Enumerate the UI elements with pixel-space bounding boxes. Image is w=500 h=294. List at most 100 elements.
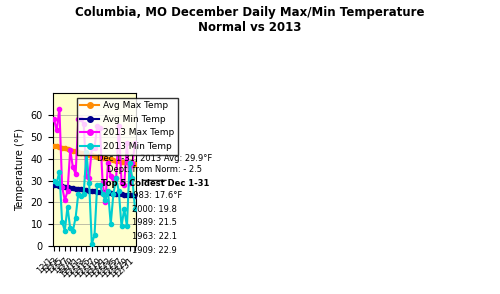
Avg Max Temp [105, 157, 111, 161]
2013 Max Temp [102, 201, 108, 204]
Avg Min Temp [51, 183, 57, 187]
Avg Min Temp [118, 193, 124, 196]
Avg Max Temp [130, 161, 136, 165]
Avg Max Temp [54, 145, 60, 148]
2013 Max Temp [80, 122, 86, 126]
Line: 2013 Min Temp: 2013 Min Temp [52, 150, 137, 246]
Text: Top 5 Coldest Dec 1-31: Top 5 Coldest Dec 1-31 [100, 179, 209, 188]
2013 Min Temp [126, 161, 132, 165]
Avg Max Temp [51, 144, 57, 147]
2013 Min Temp [116, 190, 122, 193]
Text: 1989: 21.5: 1989: 21.5 [132, 218, 177, 228]
Avg Min Temp [100, 191, 105, 194]
2013 Min Temp [76, 192, 82, 196]
Avg Min Temp [102, 191, 108, 194]
2013 Max Temp [118, 181, 124, 184]
Avg Max Temp [67, 148, 73, 152]
Avg Min Temp [97, 190, 103, 194]
2013 Max Temp [78, 118, 84, 121]
Avg Min Temp [84, 188, 89, 192]
Avg Min Temp [89, 189, 95, 193]
2013 Max Temp [51, 118, 57, 121]
2013 Min Temp [80, 192, 86, 196]
Avg Min Temp [121, 193, 127, 196]
Avg Max Temp [124, 161, 130, 164]
2013 Max Temp [132, 142, 138, 145]
2013 Max Temp [54, 128, 60, 132]
Avg Min Temp [78, 188, 84, 191]
Avg Min Temp [59, 185, 65, 188]
2013 Min Temp [108, 222, 114, 226]
Avg Max Temp [100, 156, 105, 160]
Avg Max Temp [84, 152, 89, 156]
2013 Max Temp [64, 190, 70, 193]
Text: Dec 1-31, 2013 Avg: 29.9°F
Dept. from Norm: - 2.5: Dec 1-31, 2013 Avg: 29.9°F Dept. from No… [97, 154, 212, 174]
2013 Max Temp [105, 161, 111, 165]
Avg Min Temp [130, 193, 136, 197]
2013 Max Temp [84, 174, 89, 178]
2013 Max Temp [59, 185, 65, 189]
2013 Min Temp [62, 229, 68, 233]
Avg Max Temp [62, 147, 68, 150]
Avg Max Temp [92, 154, 98, 158]
2013 Min Temp [118, 225, 124, 228]
Avg Max Temp [72, 150, 78, 153]
2013 Min Temp [64, 205, 70, 208]
Text: 1963: 22.1: 1963: 22.1 [132, 232, 178, 241]
Text: 1909: 22.9: 1909: 22.9 [132, 246, 177, 255]
Avg Max Temp [80, 152, 86, 155]
Avg Max Temp [94, 155, 100, 158]
2013 Min Temp [54, 181, 60, 184]
Avg Max Temp [76, 150, 82, 154]
Avg Min Temp [54, 184, 60, 187]
Text: 1983: 17.6°F: 1983: 17.6°F [128, 191, 182, 200]
2013 Min Temp [92, 233, 98, 237]
2013 Min Temp [124, 225, 130, 228]
Avg Min Temp [124, 193, 130, 197]
Avg Min Temp [80, 188, 86, 192]
2013 Min Temp [72, 216, 78, 219]
2013 Max Temp [108, 174, 114, 178]
Avg Max Temp [132, 162, 138, 166]
2013 Min Temp [110, 192, 116, 196]
2013 Max Temp [130, 161, 136, 165]
2013 Max Temp [97, 126, 103, 130]
2013 Max Temp [70, 166, 76, 169]
2013 Max Temp [124, 142, 130, 145]
Avg Max Temp [56, 146, 62, 149]
2013 Max Temp [121, 183, 127, 187]
Avg Max Temp [102, 157, 108, 160]
Text: Columbia, MO December Daily Max/Min Temperature
Normal vs 2013: Columbia, MO December Daily Max/Min Temp… [75, 6, 425, 34]
2013 Min Temp [105, 190, 111, 193]
2013 Min Temp [121, 207, 127, 211]
2013 Min Temp [56, 170, 62, 173]
Line: Avg Max Temp: Avg Max Temp [52, 143, 137, 166]
2013 Max Temp [72, 172, 78, 176]
Avg Max Temp [118, 160, 124, 163]
Avg Max Temp [59, 146, 65, 150]
Avg Min Temp [72, 187, 78, 190]
Avg Min Temp [113, 192, 119, 196]
Avg Max Temp [78, 151, 84, 155]
Avg Max Temp [86, 153, 92, 156]
2013 Min Temp [132, 207, 138, 211]
2013 Min Temp [84, 151, 89, 154]
Avg Max Temp [108, 158, 114, 161]
Avg Min Temp [94, 190, 100, 193]
Avg Min Temp [64, 186, 70, 189]
Avg Min Temp [56, 184, 62, 188]
Avg Min Temp [132, 194, 138, 197]
Avg Max Temp [121, 160, 127, 164]
2013 Min Temp [102, 198, 108, 202]
2013 Min Temp [59, 220, 65, 224]
Avg Max Temp [89, 154, 95, 157]
2013 Min Temp [51, 179, 57, 182]
2013 Min Temp [94, 183, 100, 187]
Avg Min Temp [70, 186, 76, 190]
2013 Max Temp [92, 146, 98, 150]
Avg Min Temp [110, 192, 116, 196]
Avg Max Temp [116, 159, 122, 163]
Avg Max Temp [126, 161, 132, 165]
2013 Min Temp [78, 194, 84, 198]
Line: 2013 Max Temp: 2013 Max Temp [52, 106, 137, 204]
